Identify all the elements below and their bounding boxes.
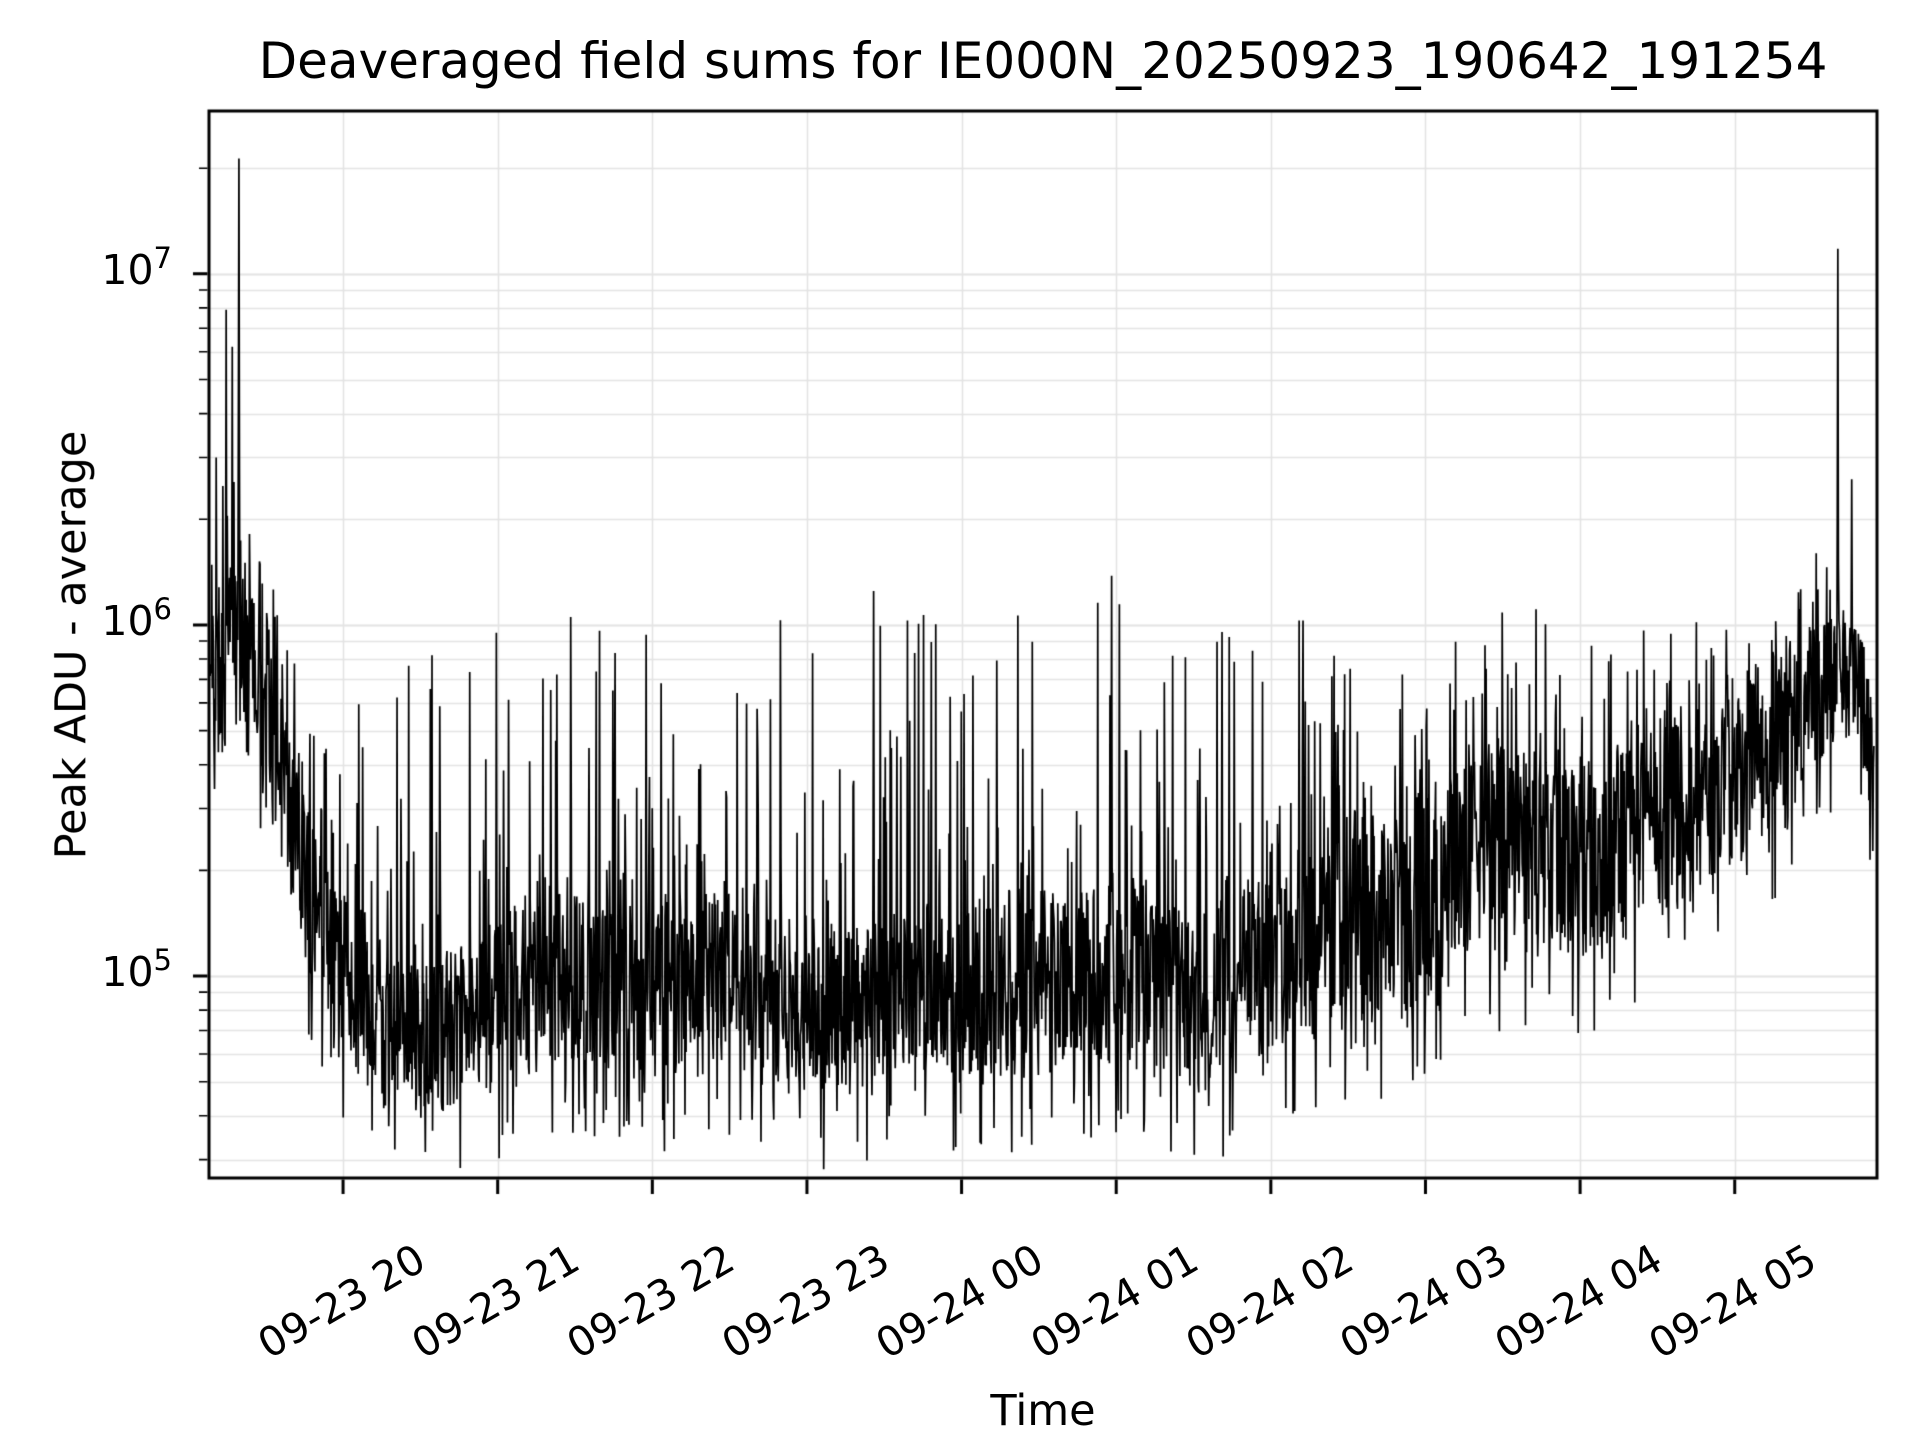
y-tick-label: 106 [101, 591, 172, 645]
y-axis-label: Peak ADU - average [46, 430, 97, 860]
chart-title: Deaveraged field sums for IE000N_2025092… [258, 32, 1828, 90]
y-tick-label: 107 [101, 240, 172, 294]
y-tick-label: 105 [101, 943, 172, 997]
x-axis-label: Time [990, 1386, 1096, 1436]
